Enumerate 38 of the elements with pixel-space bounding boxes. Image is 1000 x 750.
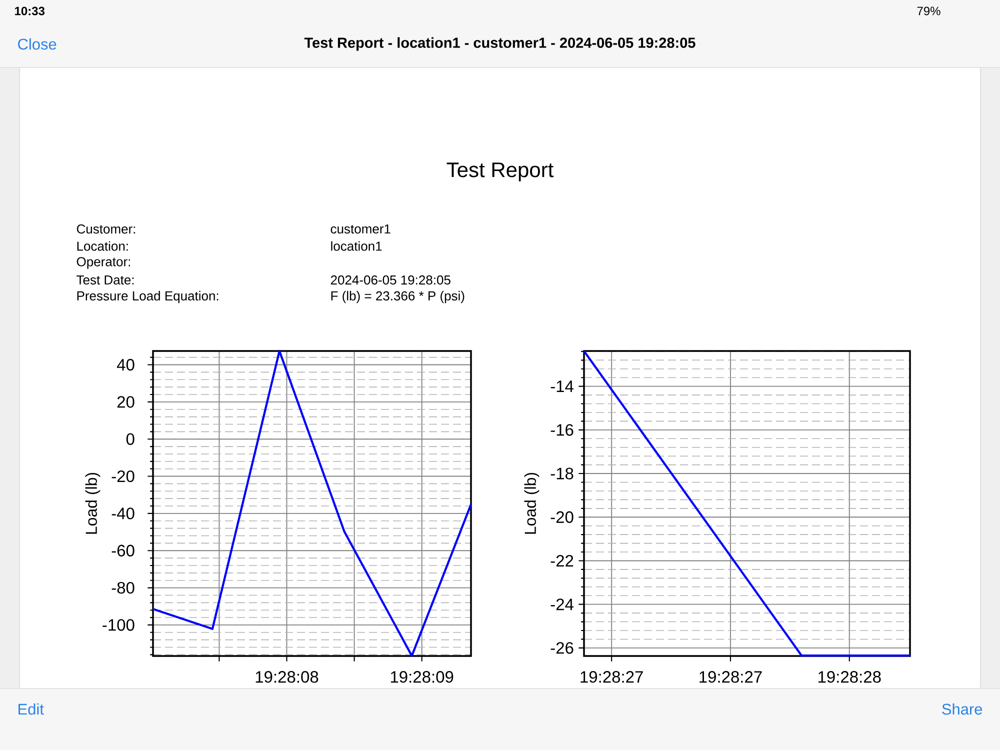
y-tick-label: -20 bbox=[550, 511, 574, 523]
y-tick-label: -100 bbox=[102, 619, 134, 631]
text: Customer: bbox=[76, 224, 136, 234]
text: 2024-06-05 19:28:05 bbox=[330, 275, 450, 285]
y-tick-label: -24 bbox=[550, 598, 574, 610]
x-tick-label: 19:28:09 bbox=[390, 671, 454, 683]
text: Pressure Load Equation: bbox=[77, 290, 218, 304]
text: Operator: bbox=[76, 257, 130, 269]
y-tick-label: -18 bbox=[550, 468, 574, 480]
text: Location: bbox=[77, 241, 128, 251]
x-tick-label: 19:28:27 bbox=[700, 671, 762, 683]
x-tick-label: 19:28:08 bbox=[256, 671, 318, 683]
text: Share bbox=[942, 703, 982, 715]
text: 79% bbox=[917, 6, 940, 16]
text: 10:33 bbox=[15, 6, 45, 16]
text: Test Report - location1 - customer1 - 2024-06-05 19:28:05 bbox=[304, 37, 696, 51]
text: Close bbox=[18, 38, 56, 50]
y-tick-label: -20 bbox=[112, 470, 134, 482]
text: customer1 bbox=[330, 224, 390, 234]
text: location1 bbox=[331, 241, 382, 251]
y-tick-label: -26 bbox=[550, 642, 574, 654]
y-tick-label: -22 bbox=[550, 554, 574, 566]
y-tick-label: 0 bbox=[126, 433, 134, 445]
x-tick-label: 19:28:28 bbox=[818, 671, 881, 683]
y-axis-title: Load (lb) bbox=[524, 472, 540, 534]
text: Edit bbox=[18, 703, 44, 715]
x-tick-label: 19:28:27 bbox=[580, 671, 643, 683]
y-tick-label: -60 bbox=[112, 544, 134, 556]
y-tick-label: -40 bbox=[112, 508, 134, 520]
y-tick-label: -14 bbox=[550, 380, 574, 392]
y-tick-label: 40 bbox=[116, 358, 134, 371]
text: F (lb) = 23.366 * P (psi) bbox=[331, 290, 464, 304]
text: Test Report bbox=[446, 162, 554, 182]
y-tick-label: 20 bbox=[117, 396, 134, 408]
text: Test Date: bbox=[76, 275, 134, 285]
y-tick-label: -16 bbox=[550, 424, 574, 436]
y-axis-title: Load (lb) bbox=[85, 472, 100, 534]
y-tick-label: -80 bbox=[112, 582, 134, 594]
